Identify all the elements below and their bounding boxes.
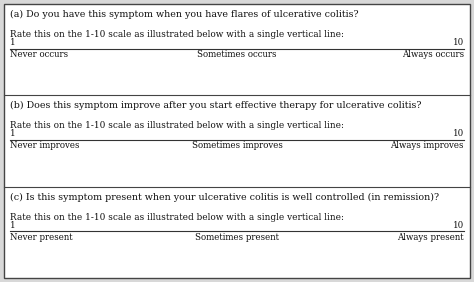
Text: 10: 10	[453, 221, 464, 230]
Text: Sometimes occurs: Sometimes occurs	[197, 50, 277, 59]
Text: Sometimes present: Sometimes present	[195, 233, 279, 242]
Text: (a) Do you have this symptom when you have flares of ulcerative colitis?: (a) Do you have this symptom when you ha…	[10, 10, 359, 19]
Text: Always improves: Always improves	[391, 141, 464, 150]
Text: Rate this on the 1-10 scale as illustrated below with a single vertical line:: Rate this on the 1-10 scale as illustrat…	[10, 213, 344, 222]
Text: Never present: Never present	[10, 233, 73, 242]
Text: 1: 1	[10, 38, 16, 47]
Text: (b) Does this symptom improve after you start effective therapy for ulcerative c: (b) Does this symptom improve after you …	[10, 101, 421, 111]
Text: Sometimes improves: Sometimes improves	[191, 141, 283, 150]
Text: 10: 10	[453, 129, 464, 138]
Text: 1: 1	[10, 129, 16, 138]
Text: 10: 10	[453, 38, 464, 47]
Text: Never improves: Never improves	[10, 141, 80, 150]
Text: Rate this on the 1-10 scale as illustrated below with a single vertical line:: Rate this on the 1-10 scale as illustrat…	[10, 121, 344, 130]
Text: Never occurs: Never occurs	[10, 50, 68, 59]
Text: Always present: Always present	[397, 233, 464, 242]
Text: 1: 1	[10, 221, 16, 230]
Text: Rate this on the 1-10 scale as illustrated below with a single vertical line:: Rate this on the 1-10 scale as illustrat…	[10, 30, 344, 39]
Text: (c) Is this symptom present when your ulcerative colitis is well controlled (in : (c) Is this symptom present when your ul…	[10, 193, 439, 202]
Text: Always occurs: Always occurs	[402, 50, 464, 59]
